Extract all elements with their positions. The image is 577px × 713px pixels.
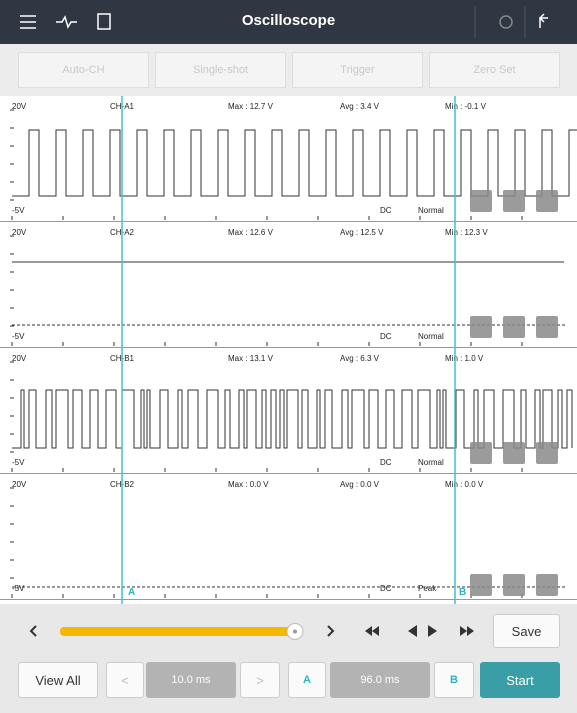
waveform xyxy=(10,109,577,220)
coupling: DC xyxy=(380,332,392,341)
save-button[interactable]: Save xyxy=(493,614,560,648)
max-value: Max : 13.1 V xyxy=(228,354,273,363)
scale-bottom: -5V xyxy=(12,332,25,341)
time-base: 10.0 ms xyxy=(146,662,236,698)
mode: Normal xyxy=(418,332,444,341)
channel-name: CH-B1 xyxy=(110,354,135,363)
channel-panel: 20V CH-A2 Max : 12.6 V Avg : 12.5 V Min : 12… xyxy=(0,222,577,348)
cursor-a-button[interactable]: A xyxy=(288,662,326,698)
scale-top: 20V xyxy=(12,228,27,237)
trace xyxy=(10,109,523,220)
toolbar-button[interactable]: Zero Set xyxy=(429,52,560,88)
cursor-a-label: A xyxy=(128,587,136,598)
overlay-button[interactable] xyxy=(503,574,525,596)
max-value: Max : 0.0 V xyxy=(228,480,269,489)
coupling: DC xyxy=(380,458,392,467)
channel-panel: 20V CH-A1 Max : 12.7 V Avg : 3.4 V Min : -0.… xyxy=(0,96,577,222)
overlay-button[interactable] xyxy=(470,190,492,212)
cursor-b-button[interactable]: B xyxy=(434,662,474,698)
channel-name: CH-A2 xyxy=(110,228,135,237)
toolbar-button[interactable]: Auto-CH xyxy=(18,52,149,88)
prev-time-button[interactable]: < xyxy=(106,662,144,698)
toolbar-button[interactable]: Trigger xyxy=(292,52,423,88)
scale-top: 20V xyxy=(12,354,27,363)
scale-top: 20V xyxy=(12,102,27,111)
overlay-button[interactable] xyxy=(503,316,525,338)
channel-panel: 20V CH-B1 Max : 13.1 V Avg : 6.3 V Min : 1.0… xyxy=(0,348,577,474)
scale-bottom: -5V xyxy=(12,458,25,467)
toolbar-button[interactable]: Single-shot xyxy=(155,52,286,88)
min-value: Min : 0.0 V xyxy=(445,480,484,489)
overlay-button[interactable] xyxy=(536,574,558,596)
playback-row xyxy=(29,623,474,640)
waveform xyxy=(10,235,566,346)
overlay-button[interactable] xyxy=(503,442,525,464)
avg-value: Avg : 0.0 V xyxy=(340,480,379,489)
min-value: Min : -0.1 V xyxy=(445,102,486,111)
coupling: DC xyxy=(380,584,392,593)
avg-value: Avg : 12.5 V xyxy=(340,228,384,237)
mode: Normal xyxy=(418,206,444,215)
overlay-button[interactable] xyxy=(536,190,558,212)
avg-value: Avg : 3.4 V xyxy=(340,102,379,111)
coupling: DC xyxy=(380,206,392,215)
trace xyxy=(10,361,523,472)
overlay-button[interactable] xyxy=(470,574,492,596)
trace xyxy=(12,129,577,197)
channel-panel: 20V CH-B2 Max : 0.0 V Avg : 0.0 V Min : 0.0 … xyxy=(0,474,577,600)
top-bar: Oscilloscope xyxy=(0,0,577,44)
channel-name: CH-B2 xyxy=(110,480,135,489)
title: Oscilloscope xyxy=(241,12,336,29)
scale-bottom: -5V xyxy=(12,206,25,215)
max-value: Max : 12.6 V xyxy=(228,228,273,237)
overlay-button[interactable] xyxy=(536,316,558,338)
top-icons xyxy=(20,6,548,38)
cursor-delta: 96.0 ms xyxy=(330,662,430,698)
trace xyxy=(10,487,523,598)
start-button[interactable]: Start xyxy=(480,662,560,698)
scale-top: 20V xyxy=(12,480,27,489)
channel-name: CH-A1 xyxy=(110,102,135,111)
trace xyxy=(12,389,573,449)
avg-value: Avg : 6.3 V xyxy=(340,354,379,363)
trace xyxy=(10,235,523,346)
next-time-button[interactable]: > xyxy=(240,662,280,698)
overlay-button[interactable] xyxy=(470,316,492,338)
view-all-button[interactable]: View All xyxy=(18,662,98,698)
min-value: Min : 1.0 V xyxy=(445,354,484,363)
cursor-b-label: B xyxy=(459,587,467,598)
mode: Peak xyxy=(418,584,437,593)
overlay-button[interactable] xyxy=(536,442,558,464)
mode: Normal xyxy=(418,458,444,467)
min-value: Min : 12.3 V xyxy=(445,228,488,237)
scale-bottom: -5V xyxy=(12,584,25,593)
overlay-button[interactable] xyxy=(470,442,492,464)
max-value: Max : 12.7 V xyxy=(228,102,273,111)
overlay-button[interactable] xyxy=(503,190,525,212)
